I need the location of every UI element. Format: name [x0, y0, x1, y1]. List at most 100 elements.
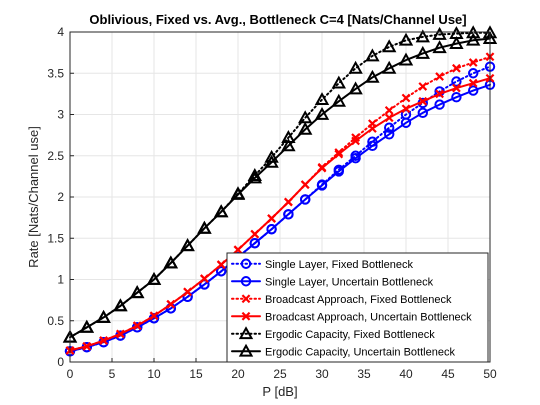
triangle-marker: [415, 29, 430, 43]
legend-label: Ergodic Capacity, Uncertain Bottleneck: [265, 346, 455, 358]
x-marker: [468, 78, 478, 88]
triangle-marker: [331, 93, 346, 107]
legend-circle-marker: [240, 258, 252, 269]
x-tick-label: 50: [483, 367, 497, 381]
legend-label: Broadcast Approach, Fixed Bottleneck: [265, 294, 452, 306]
triangle-marker: [314, 92, 330, 106]
x-marker: [116, 329, 125, 339]
legend: Single Layer, Fixed Bottleneck Single Lay…: [226, 252, 489, 363]
y-axis: 0 0.5 1 1.5 2 2.5 3 3.5 4: [47, 25, 74, 369]
x-marker: [317, 163, 327, 173]
x-tick-label: 0: [67, 367, 74, 381]
x-tick-label: 45: [441, 367, 455, 381]
circle-marker: [367, 140, 378, 152]
circle-marker: [283, 209, 294, 220]
triangle-marker: [348, 81, 363, 95]
x-tick-label: 40: [399, 367, 413, 381]
x-marker: [99, 336, 108, 345]
legend-label: Single Layer, Uncertain Bottleneck: [265, 276, 434, 288]
x-tick-label: 30: [315, 367, 329, 381]
legend-circle-marker: [240, 276, 252, 287]
triangle-marker: [398, 52, 414, 66]
series-5: [62, 31, 498, 343]
series-1: [64, 79, 496, 357]
chart-title: Oblivious, Fixed vs. Avg., Bottleneck C=…: [89, 12, 466, 27]
y-tick-label: 3.5: [47, 66, 64, 80]
legend-box: [226, 252, 489, 363]
circle-marker: [468, 68, 479, 79]
x-marker: [334, 149, 344, 159]
triangle-marker: [264, 154, 279, 168]
x-tick-label: 5: [109, 367, 116, 381]
legend-triangle-marker: [238, 326, 254, 340]
triangle-marker: [398, 32, 414, 46]
x-marker: [468, 58, 478, 67]
triangle-marker: [96, 309, 111, 323]
y-tick-label: 2.5: [47, 149, 64, 163]
circle-marker: [300, 194, 311, 205]
triangle-marker: [79, 319, 94, 333]
y-axis-label: Rate [Nats/Channel use]: [26, 126, 41, 268]
x-axis: 0 5 10 15 20 25 30 35 40 45 50: [67, 358, 497, 381]
triangle-marker: [197, 220, 212, 234]
x-marker: [368, 124, 377, 133]
x-marker: [435, 89, 444, 99]
legend-label: Single Layer, Fixed Bottleneck: [265, 259, 413, 271]
legend-triangle-marker: [238, 343, 254, 357]
triangle-marker: [163, 255, 178, 269]
series-layer: [62, 25, 498, 357]
legend-x-marker: [241, 294, 251, 304]
legend-label: Ergodic Capacity, Fixed Bottleneck: [265, 329, 435, 341]
x-marker: [132, 321, 142, 331]
triangle-marker: [214, 204, 229, 218]
triangle-marker: [314, 106, 330, 120]
x-marker: [166, 299, 176, 309]
circle-marker: [417, 107, 428, 119]
x-marker: [233, 245, 243, 255]
triangle-marker: [432, 40, 447, 54]
x-marker: [351, 136, 360, 146]
circle-marker: [451, 91, 462, 103]
triangle-marker: [180, 238, 195, 252]
x-marker: [183, 287, 192, 297]
legend-item: Broadcast Approach, Fixed Bottleneck: [231, 294, 452, 306]
legend-label: Broadcast Approach, Uncertain Bottleneck: [265, 311, 472, 323]
x-tick-label: 25: [273, 367, 287, 381]
series-line: [69, 83, 491, 353]
x-marker: [418, 82, 428, 91]
circle-marker: [249, 238, 261, 249]
triangle-marker: [298, 121, 313, 135]
x-marker: [200, 274, 209, 284]
legend-item: Ergodic Capacity, Fixed Bottleneck: [231, 326, 435, 341]
x-axis-label: P [dB]: [262, 384, 297, 399]
triangle-marker: [247, 170, 262, 184]
circle-marker: [451, 76, 462, 87]
x-marker: [384, 113, 394, 123]
triangle-marker: [230, 186, 246, 200]
x-marker: [149, 311, 159, 321]
x-marker: [267, 214, 276, 223]
legend-item: Single Layer, Fixed Bottleneck: [231, 258, 413, 271]
x-marker: [435, 72, 444, 81]
y-tick-label: 4: [57, 25, 64, 39]
x-marker: [216, 260, 226, 270]
circle-marker: [434, 99, 445, 110]
legend-item: Ergodic Capacity, Uncertain Bottleneck: [231, 343, 455, 358]
x-marker: [401, 104, 411, 114]
triangle-marker: [348, 60, 363, 74]
circle-marker: [350, 153, 361, 164]
y-tick-label: 0: [57, 355, 64, 369]
y-tick-label: 1: [57, 273, 64, 287]
triangle-marker: [113, 298, 128, 312]
x-marker: [401, 93, 411, 103]
x-marker: [250, 229, 260, 239]
x-tick-label: 20: [231, 367, 245, 381]
circle-marker: [468, 85, 479, 96]
circle-marker: [199, 279, 210, 290]
legend-item: Broadcast Approach, Uncertain Bottleneck: [231, 311, 472, 323]
triangle-marker: [146, 271, 162, 285]
x-marker: [82, 341, 92, 351]
series-line: [69, 31, 491, 339]
circle-marker: [384, 129, 395, 140]
